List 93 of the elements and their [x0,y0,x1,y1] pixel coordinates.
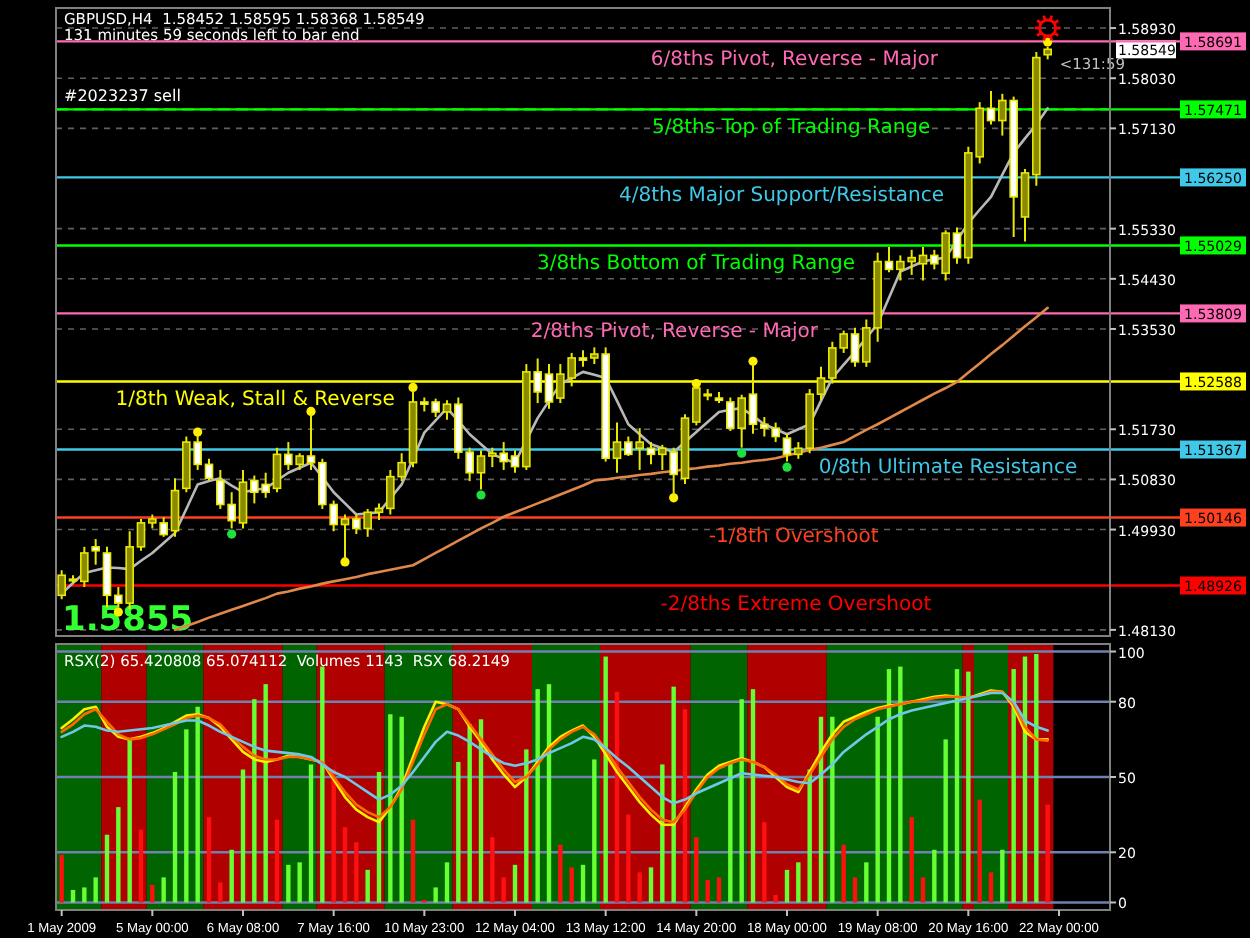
annotation: 1.5855 [62,600,194,640]
bar [716,877,722,903]
bar [728,761,733,903]
point [669,493,679,503]
bar [354,842,359,903]
bar [524,749,529,903]
bar [694,837,699,903]
annotation: 3/8ths Bottom of Trading Range [537,253,855,276]
bar [104,834,110,903]
annotation: 6/8ths Pivot, Reverse - Major [650,49,940,72]
bar [637,872,642,903]
bar [138,829,144,903]
bar [920,877,926,903]
annotation: 2/8ths Pivot, Reverse - Major [530,321,820,344]
point [193,427,203,437]
bar [331,769,336,903]
bar [1045,804,1050,903]
bar [592,759,597,903]
point [476,490,486,500]
bar [195,706,200,903]
bar [59,854,64,903]
bar [308,764,314,903]
annotation: -1/8th Overshoot [708,525,879,548]
bar [603,656,608,903]
bar [773,894,778,903]
bar [558,844,563,903]
bar [626,814,631,903]
annotation: 1/8th Weak, Stall & Reverse [115,389,395,412]
bar [875,716,880,903]
point [408,382,418,393]
bar [150,884,155,903]
bar [444,862,450,903]
bar [739,699,744,903]
bar [82,887,87,903]
annotation: -2/8ths Extreme Overshoot [660,593,932,616]
bar [342,827,348,903]
bar [898,666,903,903]
point [748,356,758,366]
bar [229,849,234,903]
bar [286,864,291,903]
bar [705,879,710,903]
annotation: 5/8ths Top of Trading Range [652,117,931,140]
bar [841,844,846,903]
bar [671,686,676,903]
bar [184,729,189,903]
bar [988,872,994,903]
bar [807,769,812,903]
bar [206,817,212,903]
point [782,462,792,472]
bar [1000,849,1005,903]
bar [433,887,438,903]
bar [977,799,982,903]
annotation: 4/8ths Major Support/Resistance [619,185,945,208]
bar [456,761,461,903]
bar [252,699,257,903]
point [340,557,350,567]
bar [569,867,574,903]
bar [1034,654,1039,903]
point [227,529,237,539]
bar [218,882,223,903]
bar [830,716,835,903]
bar [116,807,121,903]
bar [1011,669,1016,903]
bar [410,819,416,903]
bar [172,771,178,903]
bar [320,666,325,903]
candlestick [91,538,100,566]
bar [796,862,801,903]
bar [161,877,166,903]
bar [490,837,495,903]
bar [762,822,767,903]
bar [852,877,858,903]
bar [263,684,268,903]
bar [932,849,937,903]
bar [648,867,654,903]
ref-line-label: #2023237 sell [64,87,181,106]
bar [274,819,280,903]
bar [365,869,370,903]
bar [399,716,404,903]
bar [943,739,948,903]
bar [909,817,914,903]
bar [660,764,665,903]
point [737,448,747,458]
bar [297,862,302,903]
bar [240,769,246,903]
bar [388,714,393,903]
annotation: 0/8th Ultimate Resistance [818,457,1078,480]
bar [93,877,98,903]
bar [127,739,132,903]
bar [467,724,472,903]
bar [535,689,540,903]
bar [864,862,869,903]
bar [501,877,506,903]
